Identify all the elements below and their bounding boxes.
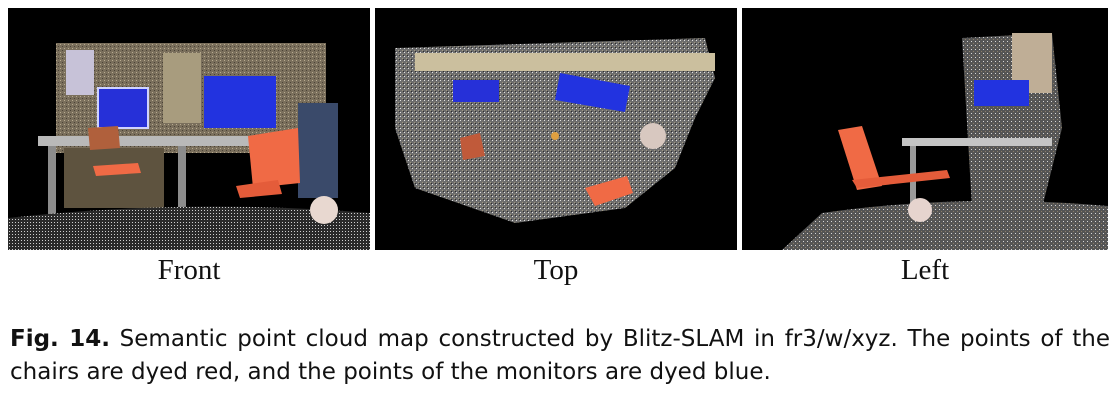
monitor: [974, 80, 1029, 106]
round-object: [908, 198, 932, 222]
chair-back: [838, 126, 882, 190]
chair-seat-left: [93, 163, 141, 176]
point-cloud-top-drawing: [395, 38, 715, 223]
point-cloud-front-drawing: [8, 43, 370, 250]
point-cloud-front-image: [8, 8, 370, 250]
caption-text: Semantic point cloud map constructed by …: [10, 326, 1110, 385]
chair-right: [585, 176, 633, 206]
point-cloud-top-image: [375, 8, 737, 250]
point-cloud-left-image: [742, 8, 1108, 250]
panel-label-front: Front: [157, 254, 221, 286]
panel-label-left: Left: [900, 254, 950, 286]
desk-top: [38, 136, 298, 146]
round-object: [310, 196, 338, 224]
monitor-left: [97, 87, 149, 129]
round-object: [640, 123, 666, 149]
chair-seat: [852, 170, 950, 188]
figure-number: Fig. 14.: [10, 326, 110, 352]
monitor-right: [204, 76, 276, 128]
figure-caption: Fig. 14. Semantic point cloud map constr…: [10, 323, 1110, 389]
cabinet: [298, 103, 338, 198]
panel-label-top: Top: [533, 254, 579, 286]
desk-underside: [64, 148, 164, 208]
floor: [8, 206, 370, 250]
desk-leg-left: [48, 146, 56, 216]
desk-leg-mid: [178, 146, 186, 216]
desk-edge: [415, 53, 715, 71]
desk-top: [902, 138, 1052, 146]
point-cloud-left-drawing: [782, 33, 1108, 250]
monitor-left: [453, 80, 499, 102]
chair-back-left: [88, 126, 120, 150]
chair-left: [460, 133, 485, 160]
monitor-right: [555, 73, 630, 112]
board: [163, 53, 201, 123]
chair-back-right: [248, 128, 300, 188]
chair-seat-right: [236, 180, 282, 198]
poster: [66, 50, 94, 95]
floor: [782, 200, 1108, 250]
small-object: [551, 132, 559, 140]
